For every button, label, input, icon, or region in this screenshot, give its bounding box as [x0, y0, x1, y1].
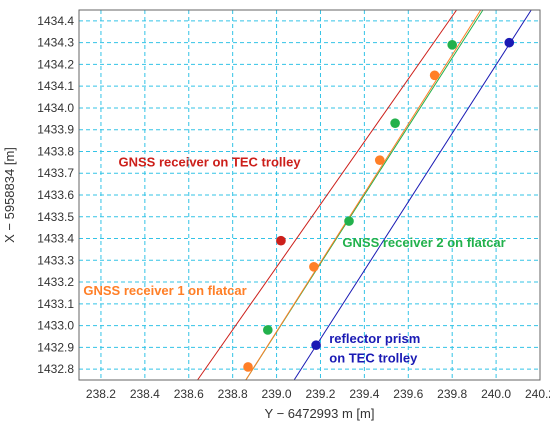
x-tick-label: 238.6 — [174, 387, 204, 401]
data-point-blue — [504, 37, 515, 48]
annotation-label: GNSS receiver on TEC trolley — [119, 155, 302, 170]
data-point-orange — [429, 70, 440, 81]
x-tick-label: 240.2 — [525, 387, 550, 401]
x-tick-label: 239.4 — [349, 387, 379, 401]
data-point-orange — [309, 262, 319, 272]
grid — [79, 10, 541, 380]
annotation-label: GNSS receiver 1 on flatcar — [83, 283, 246, 298]
y-tick-label: 1433.0 — [37, 319, 74, 333]
x-tick-label: 240.0 — [481, 387, 511, 401]
y-tick-label: 1433.5 — [37, 210, 74, 224]
y-tick-label: 1433.1 — [37, 297, 74, 311]
y-tick-label: 1433.6 — [37, 188, 74, 202]
series-line-blue — [293, 9, 532, 381]
annotation-label: on TEC trolley — [329, 351, 418, 366]
series-line-red — [197, 9, 457, 381]
y-tick-label: 1433.7 — [37, 166, 74, 180]
y-tick-label: 1432.8 — [37, 362, 74, 376]
x-tick-label: 239.6 — [393, 387, 423, 401]
y-tick-label: 1432.9 — [37, 340, 74, 354]
series-line-orange — [245, 9, 482, 381]
data-point-green — [262, 325, 273, 335]
y-tick-label: 1433.2 — [37, 275, 74, 289]
data-point-orange — [374, 155, 385, 165]
annotation-label: GNSS receiver 2 on flatcar — [342, 235, 505, 250]
trend-lines — [197, 9, 532, 381]
data-point-red — [276, 235, 286, 246]
data-point-green — [390, 118, 400, 128]
y-tick-label: 1433.4 — [37, 232, 74, 246]
x-tick-label: 238.4 — [130, 387, 160, 401]
y-tick-label: 1434.3 — [37, 36, 74, 50]
data-point-green — [447, 40, 457, 50]
y-tick-labels: 1432.8 1432.9 1433.0 1433.1 1433.2 1433.3 1433… — [37, 14, 74, 376]
data-point-green — [344, 216, 354, 226]
y-tick-label: 1434.1 — [37, 79, 74, 93]
x-tick-label: 239.0 — [262, 387, 292, 401]
annotation-label: reflector prism — [329, 331, 420, 346]
x-tick-label: 239.2 — [305, 387, 335, 401]
data-point-orange — [243, 362, 253, 372]
y-tick-label: 1434.2 — [37, 57, 74, 71]
x-tick-label: 238.2 — [86, 387, 116, 401]
x-axis-label: Y − 6472993 m [m] — [265, 406, 375, 421]
data-point-blue — [311, 340, 321, 350]
x-tick-labels: 238.2 238.4 238.6 238.8 239.0 239.2 239.4 239.6… — [86, 387, 550, 401]
data-points — [243, 37, 515, 372]
y-tick-label: 1434.4 — [37, 14, 74, 28]
x-tick-label: 238.8 — [218, 387, 248, 401]
y-tick-label: 1433.8 — [37, 144, 74, 158]
plot-frame — [78, 9, 541, 381]
y-tick-label: 1433.9 — [37, 123, 74, 137]
y-tick-label: 1434.0 — [37, 101, 74, 115]
x-tick-label: 239.8 — [437, 387, 467, 401]
y-axis-label: X − 5958834 [m] — [2, 147, 17, 243]
annotations: GNSS receiver on TEC trolley GNSS receive… — [83, 155, 505, 366]
y-tick-label: 1433.3 — [37, 253, 74, 267]
